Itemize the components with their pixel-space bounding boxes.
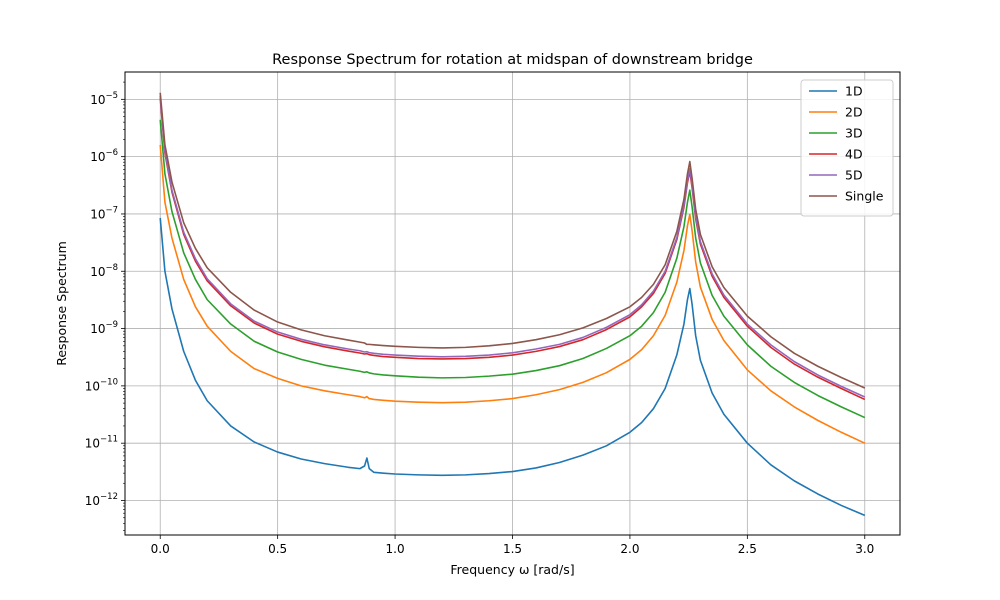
x-axis-ticks: 0.0 0.5 1.0 1.5 2.0 2.5 3.0 [151,535,874,556]
y-tick-label-exponent: −5 [105,91,118,101]
y-tick-label-exponent: −7 [105,205,118,215]
legend-label: 2D [845,105,863,120]
y-tick-label-exponent: −10 [100,377,118,387]
y-tick-label-exponent: −9 [105,320,118,330]
y-tick-label-base: 10 [90,207,105,221]
x-tick-label: 1.0 [386,542,405,556]
y-tick-label: 10−10 [85,377,118,393]
y-axis-label: Response Spectrum [54,241,69,366]
legend-label: 3D [845,126,863,141]
series-line-5d [159,95,866,398]
legend-label: Single [845,189,884,204]
y-tick-label-base: 10 [85,494,100,508]
x-tick-label: 0.0 [151,542,170,556]
legend-label: 4D [845,147,863,162]
y-tick-label-exponent: −6 [105,148,118,158]
series-line-single [159,92,866,389]
x-tick-label: 1.5 [503,542,522,556]
grid-lines [125,72,900,535]
y-tick-label-base: 10 [90,150,105,164]
series-line-2d [159,144,866,444]
series-lines [159,92,866,517]
legend-label: 5D [845,168,863,183]
y-tick-label-base: 10 [85,379,100,393]
y-tick-label: 10−6 [90,148,118,164]
y-tick-label: 10−5 [90,91,118,107]
y-tick-label: 10−9 [90,320,118,336]
x-tick-label: 0.5 [268,542,287,556]
chart-title: Response Spectrum for rotation at midspa… [272,52,753,68]
x-tick-label: 3.0 [855,542,874,556]
y-tick-label-exponent: −12 [100,492,118,502]
legend-box [800,79,894,217]
series-line-1d [159,217,866,517]
x-axis-label: Frequency ω [rad/s] [450,562,574,577]
y-tick-label: 10−11 [85,435,118,451]
legend: 1D 2D 3D 4D 5D Single [800,79,894,217]
y-tick-label: 10−7 [90,205,118,221]
y-tick-label-base: 10 [90,93,105,107]
series-line-3d [159,119,866,419]
x-tick-label: 2.0 [620,542,639,556]
y-tick-label-exponent: −8 [105,263,118,273]
series-line-4d [159,98,866,401]
x-tick-label: 2.5 [738,542,757,556]
legend-label: 1D [845,84,863,99]
y-tick-label-base: 10 [90,322,105,336]
y-tick-label-base: 10 [90,265,105,279]
y-tick-label-base: 10 [85,437,100,451]
y-tick-label: 10−8 [90,263,118,279]
y-tick-label: 10−12 [85,492,118,508]
y-tick-label-exponent: −11 [100,435,118,445]
